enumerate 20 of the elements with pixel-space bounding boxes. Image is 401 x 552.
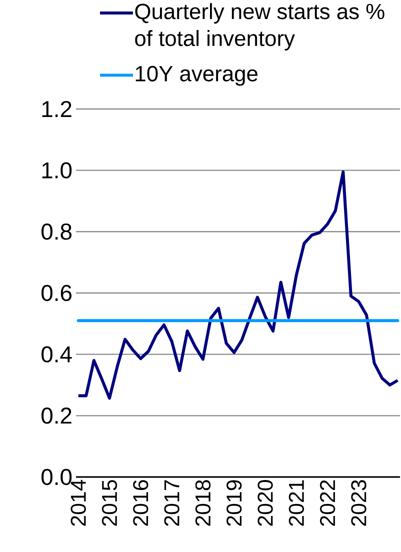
y-tick-label: 0.8 (42, 224, 72, 240)
x-tick-label: 2021 (288, 480, 304, 526)
x-tick-label: 2015 (102, 480, 118, 526)
y-tick-label: 1.2 (42, 100, 72, 117)
x-tick-label: 2017 (164, 480, 180, 526)
y-tick-label: 0.6 (42, 284, 72, 302)
y-tick-label: 1.0 (42, 162, 72, 178)
legend-label: Quarterly new starts as % of total inventory (135, 3, 384, 50)
x-tick-label: 2020 (258, 480, 273, 526)
legend-label: 10Y average (136, 66, 258, 86)
x-tick-label: 2022 (320, 480, 336, 526)
y-tick-label: 0.0 (42, 468, 72, 486)
x-tick-label: 2018 (195, 480, 211, 526)
line-series (76, 170, 400, 400)
x-tick-label: 2014 (70, 480, 86, 526)
y-tick-label: 0.4 (42, 346, 72, 362)
y-tick-label: 0.2 (42, 408, 72, 424)
x-tick-label: 2016 (133, 480, 148, 526)
x-tick-label: 2023 (351, 480, 366, 526)
x-tick-label: 2019 (226, 480, 242, 526)
